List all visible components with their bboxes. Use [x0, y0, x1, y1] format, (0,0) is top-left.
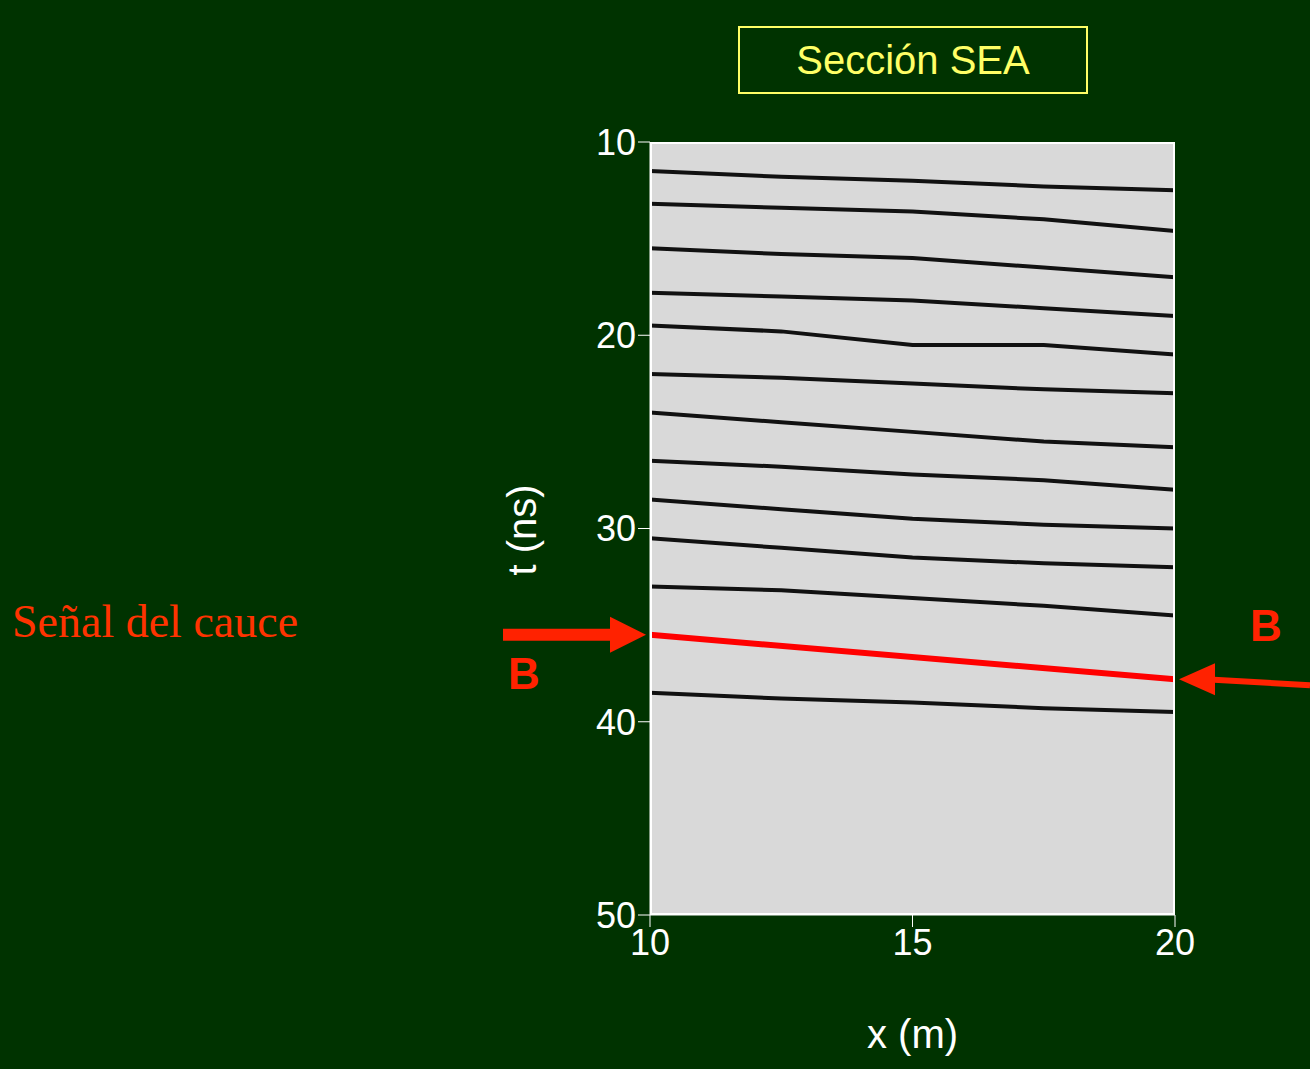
- svg-text:30: 30: [596, 508, 636, 549]
- html-text:B: B: [508, 648, 540, 698]
- svg-text:50: 50: [596, 895, 636, 936]
- svg-text:20: 20: [1155, 922, 1195, 963]
- html-text:Sección SEA: Sección SEA: [796, 37, 1030, 82]
- html-text:B: B: [1250, 601, 1282, 651]
- html-text:Señal del cauce: Señal del cauce: [12, 595, 299, 647]
- svg-text:20: 20: [596, 315, 636, 356]
- html-text:x (m): x (m): [867, 1012, 958, 1056]
- html-text:t (ns): t (ns): [500, 484, 544, 576]
- svg-text:10: 10: [596, 122, 636, 163]
- svg-text:15: 15: [892, 922, 932, 963]
- svg-text:10: 10: [630, 921, 670, 963]
- svg-text:40: 40: [596, 702, 636, 743]
